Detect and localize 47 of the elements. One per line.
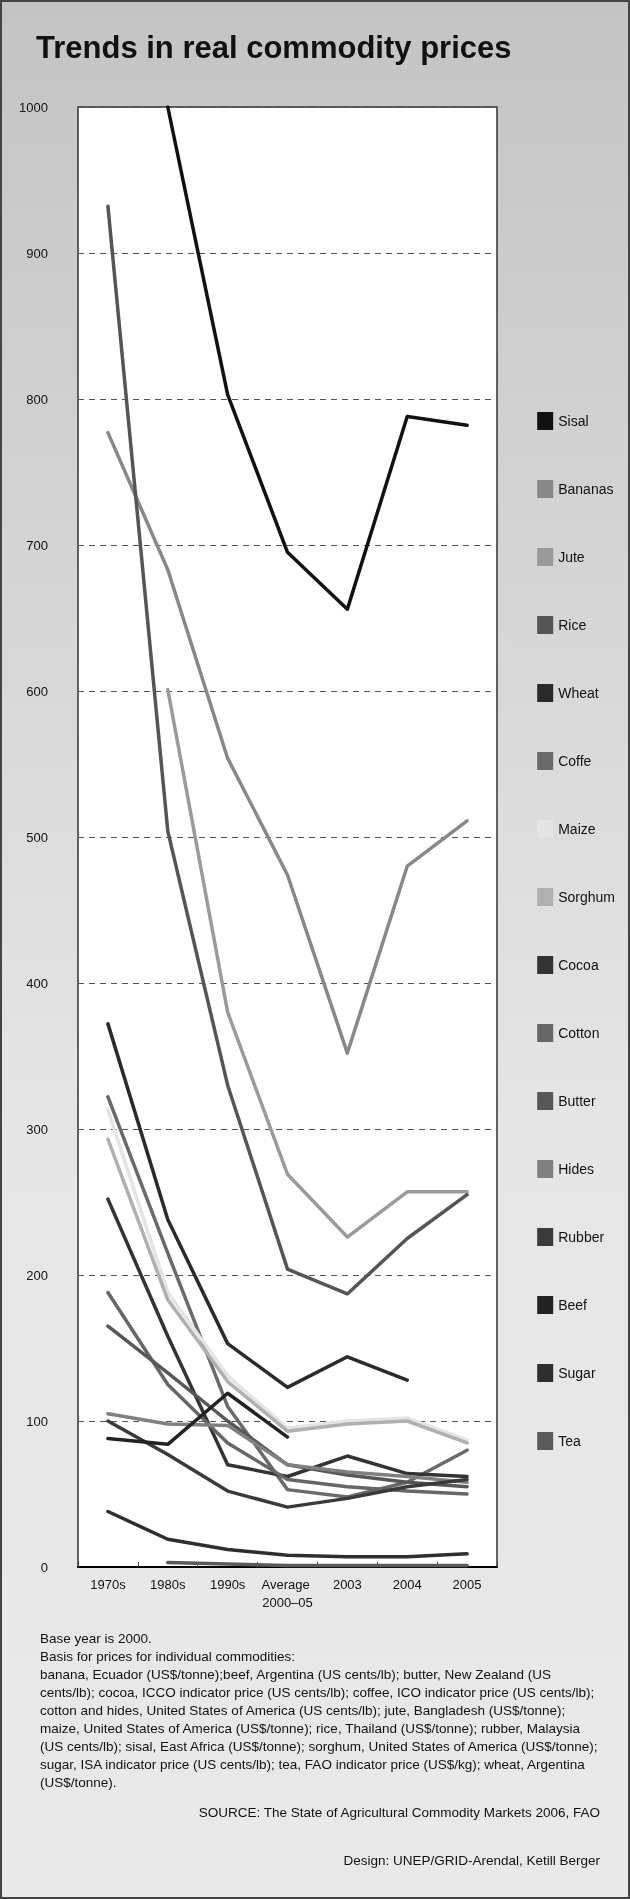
legend-label: Sisal — [558, 413, 589, 429]
y-tick-label: 1000 — [19, 99, 48, 115]
y-tick-label: 300 — [26, 1121, 48, 1137]
y-tick-label: 200 — [26, 1267, 48, 1283]
text: Basis for prices for individual commodities: — [40, 1648, 297, 1666]
y-tick-label: 700 — [26, 537, 48, 553]
source-note: SOURCE: The State of Agricultural Commodity Markets 2006, FAO — [197, 1804, 600, 1822]
y-tick-label: 100 — [26, 1413, 48, 1429]
y-tick-label: 800 — [26, 391, 48, 407]
x-tick-label: Average 2000–05 — [261, 1576, 314, 1610]
text: Design: UNEP/GRID-Arendal, Ketill Berger — [342, 1852, 600, 1870]
legend-label: Rice — [558, 617, 587, 633]
legend-label: Bananas — [558, 481, 614, 497]
legend-label: Cocoa — [558, 957, 599, 973]
line-series — [106, 1391, 290, 1447]
y-tick-label: 500 — [26, 829, 48, 845]
legend-label: Butter — [558, 1093, 596, 1109]
y-tick-label: 400 — [26, 975, 48, 991]
x-tick-label: 1970s — [90, 1576, 127, 1592]
legend-label: Sugar — [558, 1365, 596, 1381]
x-tick-label: 2003 — [332, 1576, 362, 1592]
text: Base year is 2000. — [40, 1630, 153, 1648]
legend-label: Jute — [558, 549, 585, 565]
x-tick-label: 1980s — [150, 1576, 186, 1592]
y-tick-label: 900 — [26, 245, 48, 261]
line-series — [166, 687, 469, 1239]
line-series — [106, 430, 469, 1055]
legend-label: Cotton — [558, 1025, 600, 1041]
legend-label: Wheat — [558, 685, 599, 701]
line-series — [166, 105, 469, 611]
x-tick-label: 1990s — [209, 1576, 246, 1592]
line-series — [106, 1022, 409, 1390]
x-tick-label: 2005 — [452, 1576, 482, 1592]
legend-label: Beef — [558, 1297, 588, 1313]
legend-label: Rubber — [558, 1229, 605, 1245]
line-series — [106, 1509, 469, 1559]
y-tick-label: 0 — [40, 1559, 48, 1575]
y-tick-label: 600 — [26, 683, 48, 699]
text: banana, Ecuador (US$/tonne);beef, Argentina (US cents/lb); butter, New Zealand (US cents/lb); cocoa, ICCO indicator price (US cents/lb); coffee, ICO indicator price (US cents/lb); cotton and hides, United States of America (US cents/lb); jute, Bangladesh (US$/tonne); maize, United States of America (US$/tonne); rice, Thailand (US$/tonne); rubber, Malaysia (US cents/lb); sisal, East Africa (US$/tonne); sorghum, United States of America (US$/tonne); sugar, ISA indicator price (US cents/lb); tea, FAO indicator price (US$/kg); wheat, Argentina (US$/tonne). — [40, 1666, 599, 1792]
chart-title: Trends in real commodity prices — [36, 30, 512, 66]
legend-label: Sorghum — [558, 889, 616, 905]
legend-label: Hides — [558, 1161, 594, 1177]
legend-label: Maize — [558, 821, 596, 837]
line-series — [106, 1411, 469, 1485]
legend-label: Coffe — [558, 753, 592, 769]
legend-label: Tea — [558, 1433, 581, 1449]
x-tick-label: 2004 — [392, 1576, 422, 1592]
